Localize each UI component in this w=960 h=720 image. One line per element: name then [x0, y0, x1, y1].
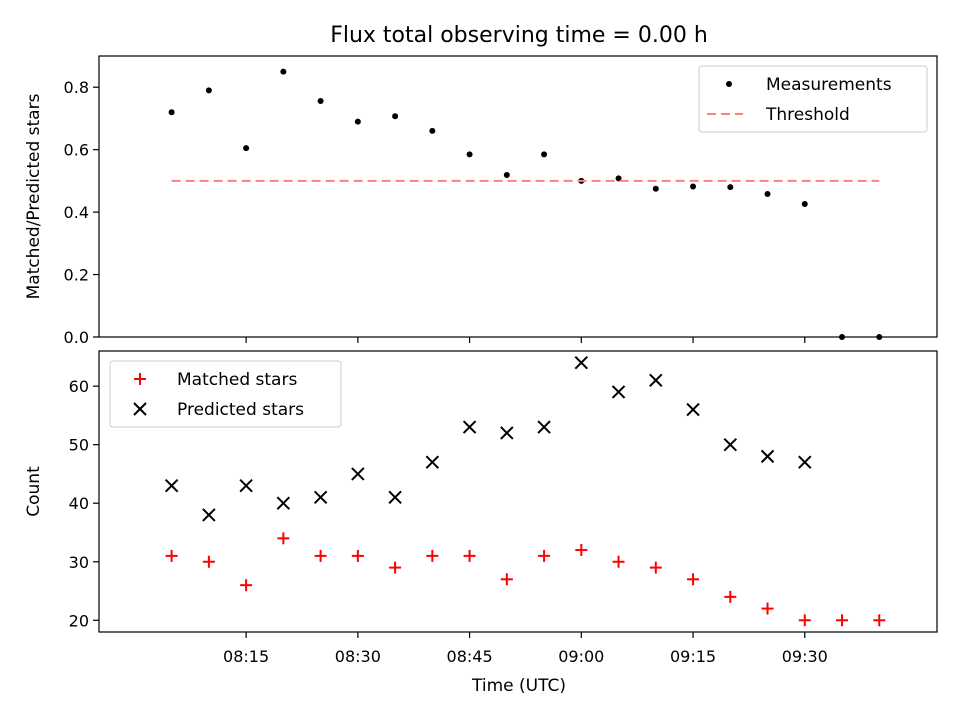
data-point — [723, 437, 738, 452]
y-tick-label: 0.6 — [64, 141, 89, 160]
data-point — [649, 561, 662, 574]
data-point — [239, 478, 253, 493]
plot-frame — [98, 350, 938, 633]
data-point — [165, 549, 178, 562]
data-point — [351, 467, 365, 481]
data-point — [727, 184, 734, 191]
x-tick-label: 08:30 — [335, 647, 381, 666]
y-tick-label: 0.2 — [64, 266, 89, 285]
data-point — [388, 490, 402, 505]
data-point — [240, 579, 253, 592]
series-measurements — [168, 68, 883, 340]
y-tick-label: 0.4 — [64, 203, 89, 222]
data-point — [463, 549, 476, 562]
data-point — [317, 97, 324, 104]
legend-label: Threshold — [765, 105, 850, 125]
legend-swatch — [134, 373, 146, 385]
legend: Matched stars Predicted stars — [109, 360, 342, 428]
data-point — [243, 145, 250, 152]
data-point — [202, 555, 215, 568]
count-panel: 20 30 40 50 60 08:15 08:30 08:45 09:00 09:15 09:30… — [24, 350, 938, 666]
data-point — [761, 602, 774, 615]
x-tick-label: 09:30 — [782, 647, 828, 666]
data-point — [686, 402, 700, 417]
data-point — [164, 478, 179, 493]
data-point — [389, 561, 402, 574]
data-point — [649, 373, 663, 387]
legend-swatch — [726, 81, 732, 87]
data-point — [612, 555, 625, 568]
y-tick-label: 20 — [69, 611, 89, 630]
data-point — [690, 183, 697, 190]
y-tick-label: 50 — [69, 436, 89, 455]
data-point — [500, 426, 514, 440]
legend-swatch — [133, 402, 147, 416]
data-point — [873, 614, 886, 627]
data-point — [574, 356, 589, 370]
legend-label: Predicted stars — [177, 400, 304, 420]
data-point — [205, 87, 212, 94]
legend-frame — [109, 360, 342, 428]
y-tick-label: 60 — [69, 377, 89, 396]
plot-frame — [98, 55, 938, 338]
x-tick-label: 08:15 — [223, 647, 269, 666]
data-point — [687, 573, 700, 586]
x-tick-label: 08:45 — [447, 647, 493, 666]
legend: Measurements Threshold — [698, 65, 928, 133]
y-tick-label: 30 — [69, 553, 89, 572]
x-tick-label: 09:15 — [670, 647, 716, 666]
data-point — [801, 200, 808, 207]
data-point — [354, 118, 361, 125]
legend-label: Measurements — [766, 75, 892, 95]
data-point — [314, 549, 327, 562]
data-point — [202, 508, 216, 522]
x-axis-label: Time (UTC) — [471, 676, 566, 696]
data-point — [277, 532, 290, 545]
data-point — [280, 68, 287, 75]
ratio-panel: 0.0 0.2 0.4 0.6 0.8 Matched/Predicted stars Me… — [24, 55, 938, 347]
data-point — [724, 590, 737, 603]
y-tick-label: 0.8 — [64, 78, 89, 97]
data-point — [425, 455, 440, 469]
data-point — [392, 113, 399, 120]
data-point — [760, 449, 775, 464]
legend-frame — [698, 65, 928, 133]
y-tick-label: 40 — [69, 494, 89, 513]
data-point — [426, 549, 439, 562]
data-point — [500, 573, 513, 586]
data-point — [611, 385, 626, 399]
data-point — [541, 151, 548, 158]
data-point — [538, 549, 551, 562]
data-point — [351, 549, 364, 562]
data-point — [798, 455, 812, 469]
y-tick-label: 0.0 — [64, 328, 89, 347]
data-point — [764, 191, 771, 198]
series-matched-stars — [165, 532, 886, 627]
series-predicted-stars — [164, 356, 812, 522]
data-point — [168, 109, 175, 116]
data-point — [537, 420, 551, 434]
data-point — [798, 614, 811, 627]
data-point — [575, 544, 588, 557]
data-point — [276, 496, 291, 510]
legend-label: Matched stars — [177, 370, 297, 390]
data-point — [836, 614, 849, 627]
chart-title: Flux total observing time = 0.00 h — [330, 23, 708, 48]
data-point — [876, 334, 883, 340]
data-point — [652, 185, 659, 192]
data-point — [466, 151, 473, 158]
data-point — [313, 490, 328, 505]
x-tick-label: 09:00 — [558, 647, 604, 666]
data-point — [839, 334, 846, 340]
y-axis-label: Matched/Predicted stars — [24, 93, 44, 299]
data-point — [462, 420, 477, 434]
data-point — [429, 127, 436, 134]
y-axis-label: Count — [24, 466, 44, 517]
data-point — [503, 171, 510, 178]
